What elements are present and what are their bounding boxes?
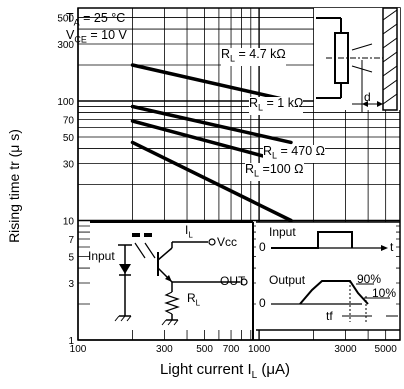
x-tick-label: 3000: [334, 344, 357, 355]
series-line-3: [130, 140, 293, 223]
circuit-vcc-label: Vcc: [217, 235, 238, 249]
y-tick-label: 1: [68, 336, 74, 347]
y-axis-title: Rising time tr (μ s): [6, 129, 23, 243]
led-diode-icon: [114, 244, 132, 322]
y-tick-label: 300: [57, 40, 74, 51]
waveform-tf-label: tf: [326, 309, 333, 323]
x-tick-label: 5000: [375, 344, 398, 355]
ta-condition-label: TA = 25 °C: [66, 11, 126, 28]
series-label-4.7k: RL = 4.7 kΩ: [221, 47, 286, 66]
y-tick-label: 3: [68, 279, 74, 290]
series-line-0: [130, 63, 293, 103]
x-tick-label: 300: [156, 344, 173, 355]
y-tick-label: 7: [68, 235, 74, 246]
x-tick-label: 500: [196, 344, 213, 355]
x-axis-title: Light current IL (μA): [159, 361, 291, 381]
sensor-diagram-inset: [314, 7, 400, 112]
y-tick-label: 100: [57, 97, 74, 108]
y-tick-label: 10: [63, 216, 75, 227]
waveform-90pct-label: 90%: [357, 272, 382, 286]
series-label-100: RL =100 Ω: [245, 162, 304, 181]
waveform-input-label: Input: [269, 225, 296, 239]
series-lines: [130, 63, 293, 223]
sensor-d-label: d: [364, 90, 371, 104]
phototransistor-icon: [157, 238, 248, 326]
waveform-zero-bottom: 0: [259, 296, 266, 310]
waveform-t-label: t: [390, 240, 394, 254]
y-tick-label: 5: [68, 252, 74, 263]
waveform-output-label: Output: [269, 273, 306, 287]
series-label-470: RL = 470 Ω: [263, 144, 325, 163]
waveform-10pct-label: 10%: [372, 286, 397, 300]
y-tick-label: 500: [57, 13, 74, 24]
circuit-out-label: OUT: [220, 274, 246, 288]
circuit-input-label: Input: [88, 249, 115, 263]
x-tick-label: 1000: [248, 344, 271, 355]
x-tick-label: 100: [70, 344, 87, 355]
light-arrows-icon: [132, 233, 156, 259]
circuit-il-label: IL: [185, 223, 193, 240]
vce-condition-label: VCE = 10 V: [66, 28, 127, 45]
y-tick-label: 50: [63, 133, 75, 144]
series-label-1k: RL = 1 kΩ: [249, 96, 304, 115]
waveform-inset: [256, 221, 400, 331]
series-line-1: [130, 104, 293, 145]
test-circuit-inset: [90, 221, 254, 340]
circuit-rl-label: RL: [187, 291, 201, 308]
x-tick-label: 700: [223, 344, 240, 355]
y-tick-label: 30: [63, 159, 75, 170]
y-tick-label: 70: [63, 116, 75, 127]
waveform-zero-top: 0: [259, 240, 266, 254]
